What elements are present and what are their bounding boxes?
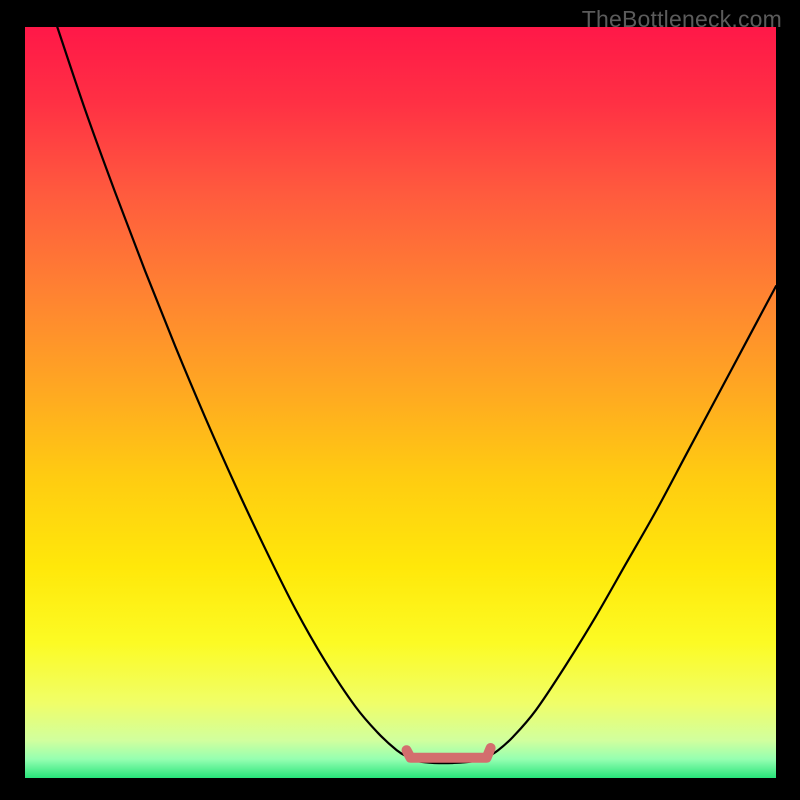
chart-canvas: [0, 0, 800, 800]
plot-area: [25, 27, 776, 778]
bottleneck-chart: TheBottleneck.com: [0, 0, 800, 800]
watermark-text: TheBottleneck.com: [582, 6, 782, 33]
